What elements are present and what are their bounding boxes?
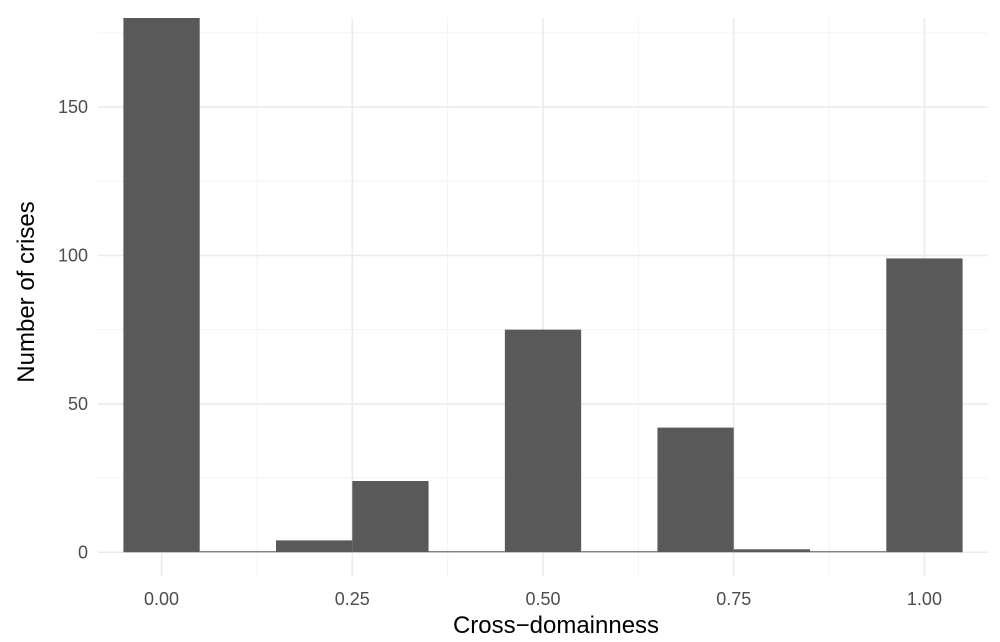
- x-tick-label: 0.25: [335, 589, 370, 609]
- y-axis-title: Number of crises: [13, 201, 40, 382]
- y-tick-label: 0: [78, 542, 88, 562]
- histogram-bar: [810, 551, 887, 553]
- histogram-bar: [275, 540, 353, 553]
- histogram-bar: [123, 18, 200, 553]
- histogram-bar: [733, 549, 811, 553]
- histogram-bar: [199, 551, 276, 553]
- y-tick-label: 100: [58, 245, 88, 265]
- x-tick-label: 0.50: [525, 589, 560, 609]
- x-tick-label: 0.00: [144, 589, 179, 609]
- histogram-bar: [504, 329, 582, 553]
- histogram-bar: [886, 258, 963, 553]
- histogram-bar: [581, 551, 658, 553]
- x-axis-title: Cross−domainness: [453, 612, 659, 639]
- y-tick-labels: 0 50 100 150: [58, 97, 88, 562]
- x-tick-label: 1.00: [907, 589, 942, 609]
- x-tick-labels: 0.00 0.25 0.50 0.75 1.00: [144, 589, 942, 609]
- y-tick-label: 150: [58, 97, 88, 117]
- histogram-bar: [657, 427, 734, 553]
- histogram-bar: [428, 551, 505, 553]
- x-tick-label: 0.75: [716, 589, 751, 609]
- histogram-bar: [352, 481, 429, 553]
- y-tick-label: 50: [68, 394, 88, 414]
- histogram-bars: [123, 18, 963, 553]
